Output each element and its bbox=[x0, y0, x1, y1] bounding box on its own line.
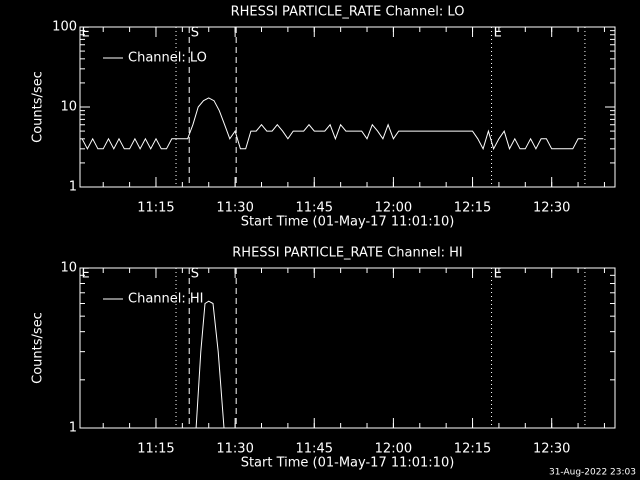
chart-title: RHESSI PARTICLE_RATE Channel: HI bbox=[232, 246, 462, 261]
x-tick-label: 11:45 bbox=[296, 201, 333, 216]
plot-frame bbox=[79, 267, 616, 429]
series-line bbox=[81, 97, 584, 151]
footer: 31-Aug-2022 23:03 bbox=[549, 468, 636, 478]
event-label: S bbox=[191, 26, 199, 41]
event-label: E bbox=[82, 26, 90, 41]
x-tick-label: 12:30 bbox=[533, 201, 570, 216]
chart-title: RHESSI PARTICLE_RATE Channel: LO bbox=[231, 5, 465, 20]
event-label: E bbox=[494, 26, 502, 41]
x-tick-label: 12:15 bbox=[454, 201, 491, 216]
x-tick-label: 11:30 bbox=[216, 201, 253, 216]
y-tick-label: 1 bbox=[69, 180, 77, 195]
x-tick-label: 12:15 bbox=[454, 442, 491, 457]
x-tick-label: 11:15 bbox=[137, 201, 174, 216]
event-label: E bbox=[82, 267, 90, 282]
y-tick-label: 100 bbox=[52, 20, 77, 35]
y-tick-label: 10 bbox=[60, 100, 77, 115]
x-axis-label: Start Time (01-May-17 11:01:10) bbox=[241, 456, 455, 471]
x-tick-label: 11:30 bbox=[216, 442, 253, 457]
y-tick-label: 10 bbox=[60, 261, 77, 276]
legend-label: Channel: LO bbox=[128, 51, 207, 66]
series-line bbox=[195, 300, 225, 429]
x-tick-label: 11:15 bbox=[137, 442, 174, 457]
x-tick-label: 12:30 bbox=[533, 442, 570, 457]
x-axis-label: Start Time (01-May-17 11:01:10) bbox=[241, 215, 455, 230]
y-tick-label: 1 bbox=[69, 421, 77, 436]
x-tick-label: 11:45 bbox=[296, 442, 333, 457]
x-tick-label: 12:00 bbox=[375, 201, 412, 216]
legend-label: Channel: HI bbox=[128, 292, 204, 307]
x-tick-label: 12:00 bbox=[375, 442, 412, 457]
y-axis-label: Counts/sec bbox=[31, 312, 46, 384]
y-axis-label: Counts/sec bbox=[31, 71, 46, 143]
event-label: S bbox=[191, 267, 199, 282]
event-label: E bbox=[494, 267, 502, 282]
